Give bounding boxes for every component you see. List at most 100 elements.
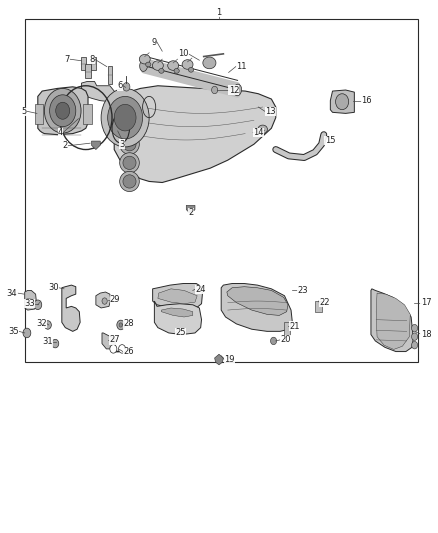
- Text: 26: 26: [123, 347, 134, 356]
- Circle shape: [52, 340, 59, 348]
- Ellipse shape: [123, 119, 136, 132]
- Ellipse shape: [233, 84, 242, 96]
- Text: 2: 2: [188, 208, 194, 217]
- Text: 11: 11: [237, 62, 247, 70]
- Text: 29: 29: [110, 295, 120, 304]
- Text: 12: 12: [229, 85, 239, 94]
- Bar: [25, 19, 418, 362]
- Ellipse shape: [123, 175, 136, 188]
- Bar: [35, 104, 43, 124]
- Circle shape: [412, 342, 418, 349]
- Circle shape: [49, 95, 76, 127]
- Circle shape: [412, 333, 418, 341]
- Circle shape: [412, 325, 418, 332]
- Circle shape: [336, 94, 349, 110]
- Text: 1: 1: [216, 8, 222, 17]
- Text: 33: 33: [24, 299, 35, 308]
- Text: 34: 34: [7, 288, 17, 297]
- Circle shape: [44, 88, 81, 133]
- Bar: [315, 301, 322, 312]
- Text: 24: 24: [195, 285, 205, 294]
- Polygon shape: [158, 289, 197, 304]
- Ellipse shape: [139, 54, 150, 64]
- Text: 6: 6: [117, 81, 123, 90]
- Polygon shape: [81, 82, 118, 102]
- Polygon shape: [227, 287, 288, 316]
- Polygon shape: [371, 289, 413, 352]
- Circle shape: [44, 321, 51, 329]
- Circle shape: [212, 86, 218, 94]
- Polygon shape: [186, 205, 195, 214]
- Ellipse shape: [120, 116, 139, 136]
- Ellipse shape: [258, 125, 268, 134]
- Polygon shape: [152, 284, 202, 309]
- Ellipse shape: [120, 171, 139, 191]
- Polygon shape: [38, 87, 88, 135]
- Ellipse shape: [152, 61, 163, 70]
- Bar: [83, 104, 92, 124]
- Ellipse shape: [188, 67, 194, 72]
- Polygon shape: [330, 90, 354, 114]
- Polygon shape: [25, 290, 36, 310]
- Circle shape: [123, 83, 130, 91]
- Bar: [85, 64, 91, 78]
- Circle shape: [119, 345, 126, 353]
- Text: 30: 30: [48, 283, 59, 292]
- Text: 22: 22: [319, 298, 330, 307]
- Ellipse shape: [120, 97, 139, 117]
- Text: 8: 8: [89, 55, 95, 63]
- Ellipse shape: [146, 62, 151, 67]
- Text: 16: 16: [361, 96, 371, 105]
- Bar: [81, 56, 86, 70]
- Bar: [91, 56, 96, 70]
- Text: 14: 14: [253, 128, 264, 137]
- Text: 10: 10: [178, 50, 188, 58]
- Text: 27: 27: [109, 335, 120, 344]
- Ellipse shape: [120, 153, 139, 173]
- Text: 21: 21: [290, 321, 300, 330]
- Ellipse shape: [174, 68, 179, 73]
- Text: 17: 17: [421, 298, 431, 307]
- Circle shape: [108, 96, 143, 139]
- Circle shape: [34, 300, 42, 310]
- Bar: [284, 322, 290, 335]
- Polygon shape: [376, 293, 410, 350]
- Text: 2: 2: [62, 141, 67, 150]
- Circle shape: [271, 337, 277, 345]
- Ellipse shape: [123, 156, 136, 169]
- Ellipse shape: [140, 60, 148, 71]
- Circle shape: [23, 328, 31, 338]
- Circle shape: [117, 320, 125, 330]
- Polygon shape: [102, 333, 115, 349]
- Text: 7: 7: [64, 55, 70, 63]
- Polygon shape: [92, 141, 100, 150]
- Circle shape: [110, 345, 117, 353]
- Ellipse shape: [168, 61, 179, 70]
- Ellipse shape: [182, 60, 193, 69]
- Circle shape: [102, 298, 107, 304]
- Polygon shape: [221, 284, 292, 332]
- Polygon shape: [154, 301, 201, 335]
- Circle shape: [101, 88, 149, 147]
- Text: 3: 3: [119, 140, 124, 149]
- Text: 35: 35: [8, 327, 19, 336]
- Polygon shape: [62, 285, 80, 332]
- Polygon shape: [161, 308, 193, 317]
- Ellipse shape: [123, 138, 136, 151]
- Text: 23: 23: [297, 286, 308, 295]
- Circle shape: [114, 104, 136, 131]
- Ellipse shape: [123, 100, 136, 114]
- Text: 9: 9: [152, 38, 157, 47]
- Text: 4: 4: [58, 128, 63, 137]
- Text: 31: 31: [42, 337, 53, 346]
- Text: 18: 18: [421, 329, 431, 338]
- Bar: [108, 66, 112, 84]
- Text: 19: 19: [224, 355, 235, 364]
- Polygon shape: [114, 86, 276, 182]
- Text: 28: 28: [123, 319, 134, 328]
- Polygon shape: [96, 292, 111, 308]
- Circle shape: [56, 102, 70, 119]
- Text: 13: 13: [265, 107, 276, 116]
- Text: 5: 5: [21, 107, 27, 116]
- Ellipse shape: [120, 134, 139, 155]
